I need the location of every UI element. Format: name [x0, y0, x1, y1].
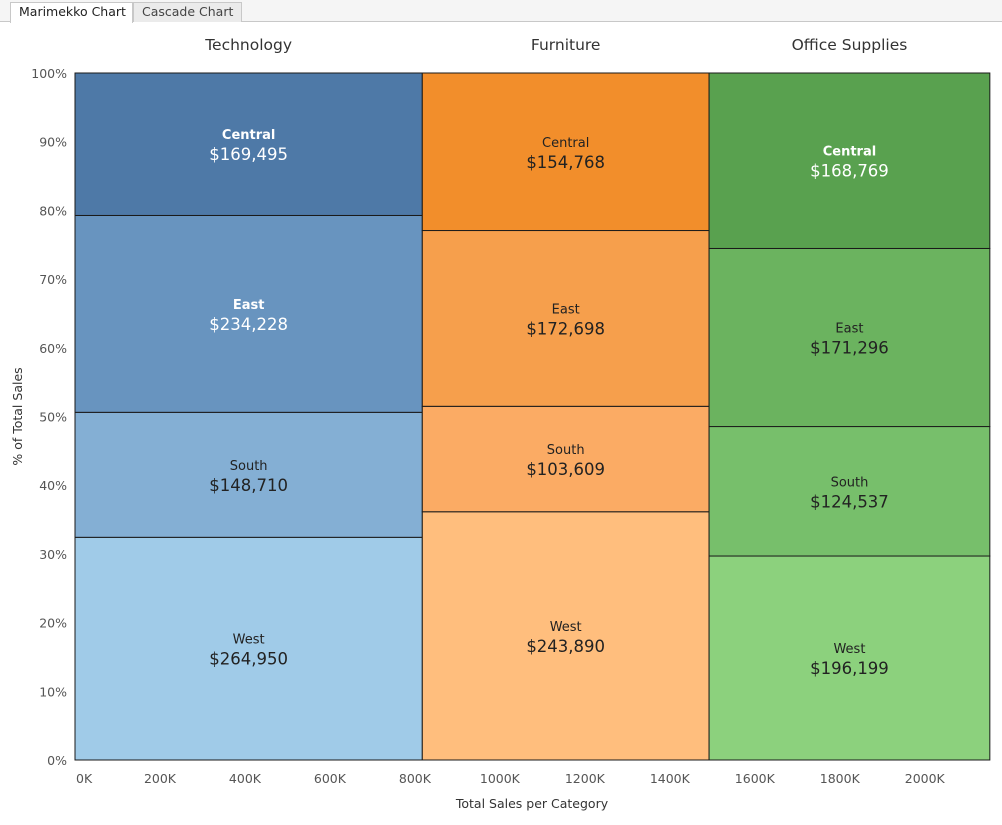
y-tick-label: 40%	[39, 478, 67, 493]
y-axis-title: % of Total Sales	[10, 367, 25, 465]
category-header-office-supplies: Office Supplies	[792, 36, 908, 54]
x-tick-label: 1000K	[480, 771, 521, 786]
y-tick-label: 50%	[39, 410, 67, 425]
region-label-furniture-east: East	[552, 302, 580, 317]
value-label-office-supplies-east: $171,296	[810, 339, 889, 358]
x-axis-title: Total Sales per Category	[455, 796, 609, 811]
x-tick-label: 1800K	[820, 771, 861, 786]
value-label-technology-central: $169,495	[209, 145, 288, 164]
y-tick-label: 0%	[47, 753, 67, 768]
value-label-furniture-east: $172,698	[526, 319, 605, 338]
segment-technology-central	[74, 72, 423, 216]
y-tick-label: 70%	[39, 272, 67, 287]
segment-furniture-east	[421, 230, 710, 407]
region-label-furniture-central: Central	[542, 136, 589, 151]
value-label-technology-west: $264,950	[209, 650, 288, 669]
segment-furniture-south	[421, 405, 710, 513]
value-label-furniture-west: $243,890	[526, 637, 605, 656]
value-label-office-supplies-central: $168,769	[810, 162, 889, 181]
x-tick-label: 600K	[314, 771, 347, 786]
value-label-technology-south: $148,710	[209, 476, 288, 495]
x-tick-label: 800K	[399, 771, 432, 786]
region-label-office-supplies-south: South	[831, 475, 869, 490]
segment-furniture-central	[421, 72, 710, 232]
value-label-furniture-central: $154,768	[526, 153, 605, 172]
y-tick-label: 10%	[39, 684, 67, 699]
segment-office-supplies-south	[708, 426, 991, 557]
region-label-technology-west: West	[233, 633, 265, 648]
region-label-technology-central: Central	[222, 128, 275, 143]
region-label-furniture-west: West	[550, 620, 582, 635]
segment-office-supplies-west	[708, 555, 991, 761]
value-label-office-supplies-south: $124,537	[810, 492, 889, 511]
x-tick-label: 2000K	[905, 771, 946, 786]
segment-furniture-west	[421, 511, 710, 761]
sheet-tab-bar: Marimekko Chart Cascade Chart	[0, 0, 1002, 23]
y-tick-label: 90%	[39, 135, 67, 150]
tab-marimekko-chart[interactable]: Marimekko Chart	[10, 2, 133, 23]
marimekko-chart: West $264,950 South $148,710 East $234,228 Cen…	[10, 36, 991, 811]
category-header-technology: Technology	[204, 36, 292, 54]
y-tick-label: 20%	[39, 616, 67, 631]
x-tick-label: 200K	[144, 771, 177, 786]
x-tick-label: 1600K	[735, 771, 776, 786]
y-tick-label: 80%	[39, 203, 67, 218]
segment-office-supplies-east	[708, 247, 991, 428]
segment-technology-south	[74, 411, 423, 538]
tab-cascade-chart[interactable]: Cascade Chart	[133, 2, 242, 22]
region-label-technology-east: East	[233, 298, 265, 313]
x-tick-label: 1200K	[565, 771, 606, 786]
segment-office-supplies-central	[708, 72, 991, 249]
y-tick-label: 60%	[39, 341, 67, 356]
segment-technology-west	[74, 536, 423, 761]
region-label-office-supplies-central: Central	[823, 145, 876, 160]
y-tick-label: 100%	[31, 66, 67, 81]
value-label-furniture-south: $103,609	[526, 460, 605, 479]
value-label-office-supplies-west: $196,199	[810, 659, 889, 678]
value-label-technology-east: $234,228	[209, 315, 288, 334]
x-tick-label: 0K	[76, 771, 93, 786]
category-header-furniture: Furniture	[531, 36, 601, 54]
y-tick-label: 30%	[39, 547, 67, 562]
region-label-office-supplies-east: East	[835, 322, 863, 337]
region-label-office-supplies-west: West	[833, 642, 865, 657]
segment-technology-east	[74, 214, 423, 413]
region-label-technology-south: South	[230, 459, 268, 474]
region-label-furniture-south: South	[547, 443, 585, 458]
x-tick-label: 400K	[229, 771, 262, 786]
x-tick-label: 1400K	[650, 771, 691, 786]
